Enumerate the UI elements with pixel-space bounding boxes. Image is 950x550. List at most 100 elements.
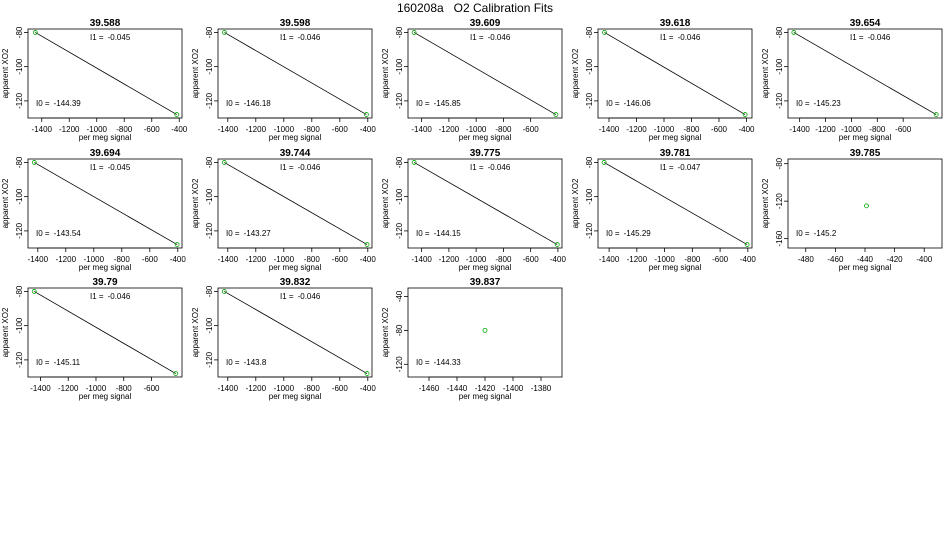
x-tick-label: -800 (304, 125, 321, 134)
x-tick-label: -1200 (626, 125, 647, 134)
x-tick-label: -1000 (86, 384, 107, 393)
slope-value: -0.045 (108, 33, 131, 42)
x-tick-label: -1440 (447, 384, 468, 393)
intercept-label: I0 = (36, 99, 50, 108)
x-tick-label: -1200 (246, 125, 267, 134)
y-axis-label: apparent XO2 (1, 307, 10, 357)
calibration-panel: 39.837 -1460 -1440 -1420 -1400 -1380 per meg s… (381, 277, 563, 401)
x-tick-label: -1000 (841, 125, 862, 134)
x-axis-label: per meg signal (269, 392, 322, 401)
y-tick-label: -100 (585, 58, 594, 75)
fit-line (224, 32, 367, 115)
data-point (221, 289, 227, 294)
intercept-label: I0 = (606, 99, 620, 108)
x-tick-label: -600 (142, 255, 159, 264)
panel-title: 39.785 (850, 148, 881, 159)
y-axis-label: apparent XO2 (381, 48, 390, 98)
y-axis-label: apparent XO2 (571, 178, 580, 228)
x-tick-label: -1400 (32, 125, 53, 134)
data-point (221, 160, 227, 165)
intercept-label: I0 = (226, 229, 240, 238)
slope-annotation: I1 = -0.046 (280, 33, 321, 42)
data-point (602, 30, 607, 35)
x-tick-label: -1000 (274, 125, 295, 134)
intercept-label: I0 = (416, 99, 430, 108)
x-tick-label: -1400 (218, 125, 239, 134)
x-axis-label: per meg signal (649, 263, 702, 272)
intercept-annotation: I0 = -144.33 (416, 358, 461, 367)
intercept-annotation: I0 = -143.27 (226, 229, 271, 238)
calibration-panel: 39.609 -1400 -1200 -1000 -800 -600 per meg sig… (381, 18, 563, 142)
x-tick-label: -800 (683, 125, 700, 134)
x-tick-label: -600 (711, 125, 728, 134)
intercept-annotation: I0 = -145.23 (796, 99, 841, 108)
y-tick-label: -160 (775, 230, 784, 247)
x-tick-label: -1000 (84, 255, 105, 264)
panel-title: 39.618 (660, 18, 691, 29)
x-tick-label: -1200 (246, 255, 267, 264)
intercept-value: -145.2 (814, 229, 837, 238)
intercept-label: I0 = (796, 99, 810, 108)
x-tick-label: -1400 (411, 125, 432, 134)
slope-value: -0.046 (488, 33, 511, 42)
y-axis-label: apparent XO2 (381, 307, 390, 357)
data-point (364, 371, 370, 376)
slope-annotation: I1 = -0.045 (90, 33, 131, 42)
intercept-annotation: I0 = -145.29 (606, 229, 651, 238)
x-axis-label: per meg signal (79, 263, 132, 272)
x-tick-label: -800 (116, 384, 133, 393)
intercept-value: -143.27 (244, 229, 272, 238)
x-axis-label: per meg signal (649, 133, 702, 142)
y-tick-label: -100 (15, 317, 24, 334)
x-tick-label: -400 (360, 255, 377, 264)
x-tick-label: -1380 (531, 384, 552, 393)
y-axis-label: apparent XO2 (1, 48, 10, 98)
x-tick-label: -800 (495, 125, 512, 134)
y-tick-label: -40 (395, 290, 404, 302)
y-tick-label: -120 (395, 222, 404, 239)
y-tick-label: -80 (205, 285, 214, 297)
x-tick-label: -800 (304, 255, 321, 264)
intercept-annotation: I0 = -146.18 (226, 99, 271, 108)
x-tick-label: -600 (523, 255, 540, 264)
y-tick-label: -120 (205, 92, 214, 109)
calibration-panel: 39.618 -1400 -1200 -1000 -800 -600 -400 per meg… (571, 18, 755, 142)
intercept-value: -144.39 (54, 99, 82, 108)
x-axis-label: per meg signal (839, 263, 892, 272)
x-tick-label: -800 (116, 125, 133, 134)
calibration-panel: 39.588 -1400 -1200 -1000 -800 -600 -400 per meg… (1, 18, 188, 142)
slope-value: -0.046 (108, 292, 131, 301)
y-tick-label: -120 (15, 92, 24, 109)
slope-annotation: I1 = -0.046 (470, 163, 511, 172)
y-axis-label: apparent XO2 (191, 48, 200, 98)
y-tick-label: -100 (775, 58, 784, 75)
slope-label: I1 = (850, 33, 864, 42)
fit-line (793, 32, 937, 115)
x-tick-label: -1400 (503, 384, 524, 393)
x-tick-label: -1400 (218, 384, 239, 393)
x-axis-label: per meg signal (269, 263, 322, 272)
slope-value: -0.046 (298, 163, 321, 172)
y-tick-label: -100 (585, 188, 594, 205)
x-axis-label: per meg signal (79, 133, 132, 142)
x-tick-label: -600 (523, 125, 540, 134)
x-tick-label: -400 (738, 125, 755, 134)
y-tick-label: -120 (15, 351, 24, 368)
x-tick-label: -600 (144, 125, 161, 134)
y-tick-label: -100 (395, 188, 404, 205)
x-tick-label: -400 (916, 255, 933, 264)
x-tick-label: -1000 (654, 255, 675, 264)
x-tick-label: -1460 (419, 384, 440, 393)
x-tick-label: -1400 (411, 255, 432, 264)
y-tick-label: -120 (395, 92, 404, 109)
data-point (791, 30, 797, 35)
y-tick-label: -80 (395, 156, 404, 168)
intercept-annotation: I0 = -143.8 (226, 358, 267, 367)
data-point (742, 112, 748, 117)
x-tick-label: -1200 (439, 255, 460, 264)
y-tick-label: -120 (205, 351, 214, 368)
panel-title: 39.694 (90, 148, 121, 159)
y-tick-label: -120 (775, 92, 784, 109)
data-point (482, 327, 488, 333)
